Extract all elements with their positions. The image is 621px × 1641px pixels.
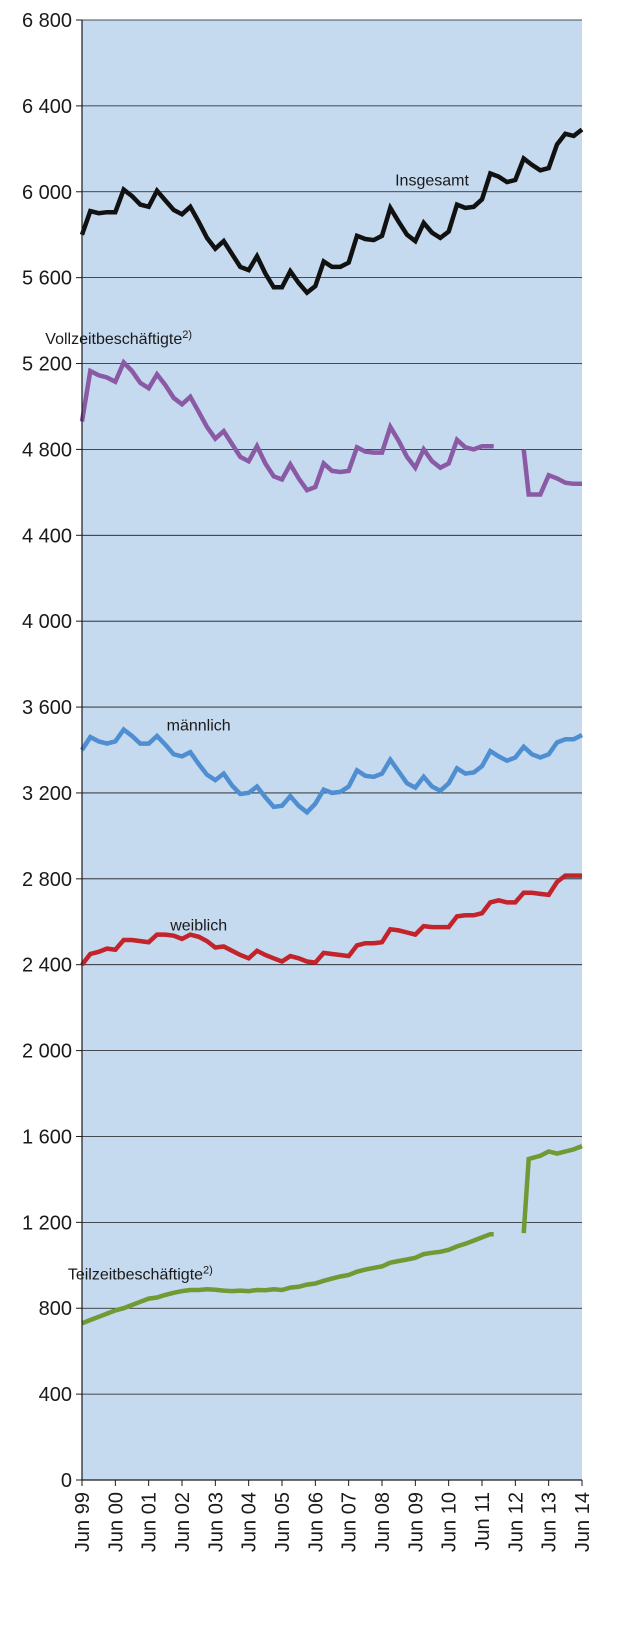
x-tick-label: Jun 07 [339,1492,361,1552]
x-tick-label: Jun 00 [105,1492,127,1552]
series-line-insgesamt [79,127,584,296]
x-tick-label: Jun 03 [205,1492,227,1552]
series-line-m-nnlich [80,726,584,816]
y-tick-label: 6 800 [22,10,72,32]
x-tick-label: Jun 05 [272,1492,294,1552]
x-tick-label: Jun 09 [405,1492,427,1552]
axes [81,20,582,1481]
series-line-vollzeitbesch-ftigte [521,449,582,497]
series-line-teilzeitbesch-ftigte [521,1144,583,1234]
x-tick-label: Jun 14 [572,1492,594,1552]
x-tick-label: Jun 06 [305,1492,327,1552]
x-axis-ticks: Jun 99 Jun 00 Jun 01 Jun 02 Jun 03 Jun 04 Jun … [72,1480,594,1552]
y-tick-label: 800 [39,1298,72,1320]
y-tick-label: 2 400 [22,955,72,977]
y-tick-label: 4 800 [22,439,72,461]
x-tick-label: Jun 99 [72,1492,94,1552]
series-lines [79,127,584,1326]
plot-background [82,20,582,1480]
series-line-teilzeitbesch-ftigte [81,1231,494,1326]
y-tick-label: 4 000 [22,611,72,633]
y-tick-label: 6 000 [22,182,72,204]
y-tick-label: 5 600 [22,268,72,290]
series-line-weiblich [80,873,582,967]
y-tick-label: 1 600 [22,1126,72,1148]
series-label-m-nnlich: männlich [167,718,231,735]
y-tick-label: 2 800 [22,869,72,891]
series-label-vollzeitbesch-ftigte: Vollzeitbeschäftigte2) [45,329,192,348]
x-tick-label: Jun 01 [139,1492,161,1552]
y-tick-label: 6 400 [22,96,72,118]
series-label-insgesamt: Insgesamt [395,172,469,189]
x-tick-label: Jun 10 [439,1492,461,1552]
y-tick-label: 4 400 [22,525,72,547]
series-label-weiblich: weiblich [169,917,227,934]
x-tick-label: Jun 04 [239,1492,261,1552]
y-tick-label: 0 [61,1470,72,1492]
x-tick-label: Jun 08 [372,1492,394,1552]
y-tick-label: 3 200 [22,783,72,805]
y-tick-label: 3 600 [22,697,72,719]
x-tick-label: Jun 12 [505,1492,527,1552]
y-tick-label: 2 000 [22,1041,72,1063]
y-tick-label: 5 200 [22,354,72,376]
y-tick-label: 400 [39,1384,72,1406]
x-tick-label: Jun 13 [539,1492,561,1552]
series-label-teilzeitbesch-ftigte: Teilzeitbeschäftigte2) [68,1264,213,1283]
series-line-vollzeitbesch-ftigte [79,358,494,493]
gridlines [82,19,582,1395]
y-axis-ticks: 0 400 800 1 200 1 600 2 000 2 400 2 800 3 200 3 6… [22,10,82,1492]
x-tick-label: Jun 11 [472,1492,494,1551]
y-tick-label: 1 200 [22,1212,72,1234]
x-tick-label: Jun 02 [172,1492,194,1552]
